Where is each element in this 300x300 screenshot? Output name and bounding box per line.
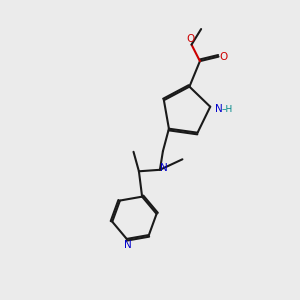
Text: –H: –H <box>221 105 232 114</box>
Text: O: O <box>219 52 227 61</box>
Text: O: O <box>187 34 195 44</box>
Text: N: N <box>124 240 132 250</box>
Text: N: N <box>160 163 167 173</box>
Text: N: N <box>215 104 223 114</box>
